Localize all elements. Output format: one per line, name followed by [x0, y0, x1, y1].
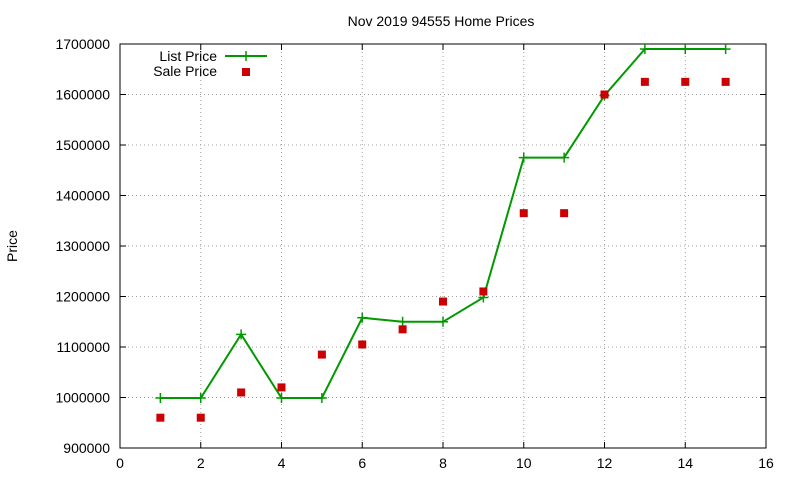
sale-price-point	[640, 77, 649, 86]
list-price-point	[438, 316, 448, 327]
sale-price-point	[681, 77, 690, 86]
y-tick-label: 1000000	[55, 390, 110, 406]
x-tick-label: 0	[116, 455, 124, 471]
list-price-point	[316, 393, 327, 404]
legend-label-sale-price: Sale Price	[153, 63, 217, 79]
sale-price-point	[277, 383, 286, 392]
list-price-point	[518, 152, 529, 163]
list-price-point	[357, 312, 368, 323]
list-price-point	[680, 44, 691, 55]
series-line-list-price	[160, 48, 726, 399]
chart-title: Nov 2019 94555 Home Prices	[348, 13, 535, 29]
sale-price-point	[721, 77, 730, 86]
x-tick-label: 4	[278, 455, 286, 471]
sale-price-point	[600, 90, 609, 99]
y-tick-label: 1500000	[55, 137, 110, 153]
legend-label-list-price: List Price	[159, 48, 217, 64]
y-tick-label: 1200000	[55, 289, 110, 305]
ticks: 900000 1000000 1100000 1200000 1300000 140000…	[55, 36, 774, 471]
list-price-point	[559, 152, 570, 163]
list-price-point	[276, 393, 287, 404]
sale-price-point	[358, 340, 367, 349]
x-tick-label: 10	[516, 455, 532, 471]
sale-price-point	[439, 297, 447, 306]
list-price-point	[236, 329, 247, 340]
series	[155, 44, 731, 422]
x-tick-label: 12	[597, 455, 613, 471]
x-tick-label: 14	[677, 455, 693, 471]
sale-price-point	[560, 209, 569, 218]
y-tick-label: 900000	[63, 440, 110, 456]
list-price-point	[397, 316, 408, 327]
y-tick-label: 1600000	[55, 87, 110, 103]
sale-price-point	[237, 388, 246, 397]
list-price-point	[720, 44, 731, 55]
list-price-point	[639, 44, 650, 55]
sale-price-point	[398, 325, 407, 334]
x-tick-label: 8	[439, 455, 447, 471]
x-tick-label: 2	[197, 455, 205, 471]
y-tick-label: 1400000	[55, 188, 110, 204]
sale-price-point	[196, 413, 205, 422]
y-tick-label: 1100000	[57, 339, 111, 355]
grid	[120, 44, 766, 448]
legend: List Price Sale Price	[153, 48, 267, 79]
sale-price-point	[156, 413, 165, 422]
sale-price-point	[519, 209, 528, 218]
sale-price-point	[317, 350, 326, 359]
list-price-point	[195, 393, 206, 404]
legend-marker-sale-price	[242, 68, 250, 76]
list-price-point	[155, 393, 166, 404]
y-axis-label: Price	[4, 230, 20, 262]
x-tick-label: 6	[358, 455, 366, 471]
sale-price-point	[479, 287, 488, 296]
legend-marker-list-price	[241, 51, 251, 61]
y-tick-label: 1700000	[55, 36, 110, 52]
y-tick-label: 1300000	[55, 238, 110, 254]
x-tick-label: 16	[758, 455, 774, 471]
